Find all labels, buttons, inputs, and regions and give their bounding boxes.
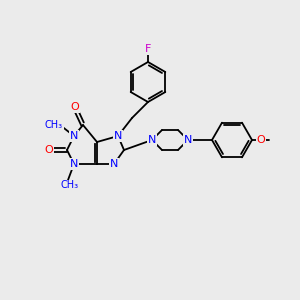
Text: O: O — [70, 102, 80, 112]
Text: CH₃: CH₃ — [61, 180, 79, 190]
Text: N: N — [70, 131, 78, 141]
Text: N: N — [70, 159, 78, 169]
Text: N: N — [114, 131, 122, 141]
Text: N: N — [184, 135, 192, 145]
Text: O: O — [256, 135, 266, 145]
Text: O: O — [45, 145, 53, 155]
Text: F: F — [145, 44, 151, 54]
Text: N: N — [110, 159, 118, 169]
Text: N: N — [148, 135, 156, 145]
Text: CH₃: CH₃ — [45, 120, 63, 130]
